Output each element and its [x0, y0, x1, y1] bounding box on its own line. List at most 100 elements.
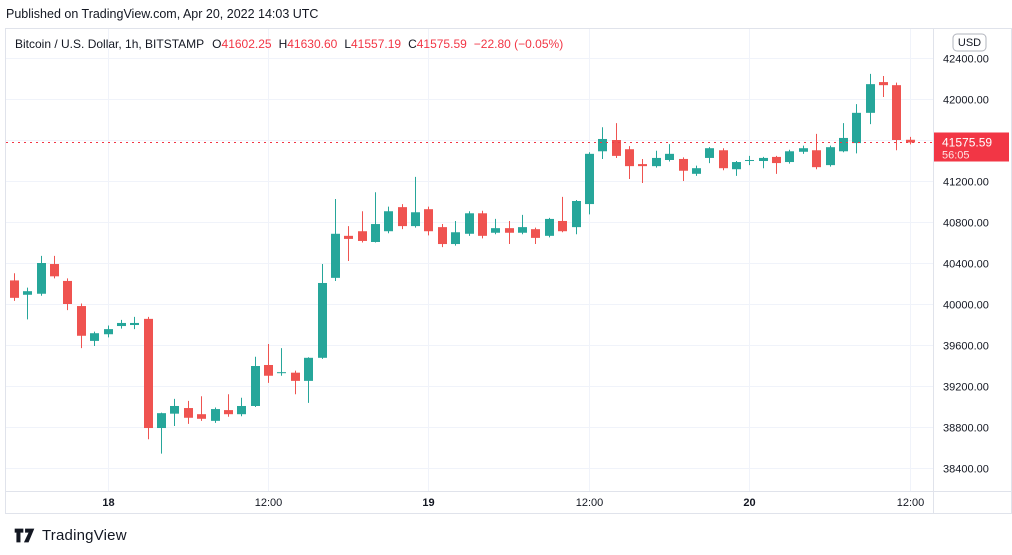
candle-body — [77, 306, 86, 336]
candle-body — [398, 207, 407, 227]
candle-body — [50, 264, 59, 277]
candle-body — [144, 318, 153, 429]
candle-body — [665, 153, 674, 160]
currency-button[interactable] — [952, 33, 987, 52]
candle-body — [545, 218, 554, 236]
candle-body — [170, 405, 179, 414]
price-tick-label: 38800.00 — [943, 423, 989, 435]
candle-body — [104, 329, 113, 335]
candle-body — [438, 227, 447, 245]
candle-body — [264, 364, 273, 376]
candle-body — [224, 410, 233, 415]
candle-body — [130, 322, 139, 326]
tradingview-logo-icon — [14, 528, 35, 543]
candle-body — [852, 112, 861, 144]
legend-change: −22.80 (−0.05%) — [473, 37, 564, 51]
time-tick-label: 12:00 — [576, 497, 604, 509]
candle-body — [184, 408, 193, 418]
time-tick-label: 18 — [102, 497, 114, 509]
candle-body — [371, 224, 380, 242]
time-tick-label: 12:00 — [897, 497, 925, 509]
candle-body — [90, 333, 99, 341]
candle-body — [23, 291, 32, 295]
candle-body — [812, 150, 821, 168]
price-tick-label: 40800.00 — [943, 218, 989, 230]
price-tick-label: 40000.00 — [943, 300, 989, 312]
tradingview-brand-text: TradingView — [42, 527, 127, 544]
price-tick-label: 42400.00 — [943, 54, 989, 66]
bar-countdown: 56:05 — [942, 150, 970, 162]
candle-body — [37, 263, 46, 294]
candle-body — [117, 322, 126, 327]
legend-high: H41630.60 — [278, 37, 338, 51]
time-tick-label: 20 — [743, 497, 755, 509]
candle-body — [304, 357, 313, 381]
candle-body — [732, 162, 741, 170]
tradingview-footer-link[interactable]: TradingView — [14, 527, 127, 544]
price-tick-label: 38400.00 — [943, 464, 989, 476]
candle-body — [518, 227, 527, 233]
time-tick-label: 12:00 — [255, 497, 283, 509]
candle-body — [705, 148, 714, 158]
legend-symbol[interactable]: Bitcoin / U.S. Dollar, 1h, BITSTAMP — [15, 37, 205, 51]
price-tick-label: 40400.00 — [943, 259, 989, 271]
candle-body — [625, 149, 634, 167]
chart-canvas[interactable]: 42400.0042000.0041600.0041200.0040800.00… — [6, 29, 1011, 513]
candle-body — [679, 158, 688, 171]
candle-body — [424, 209, 433, 232]
candle-body — [866, 84, 875, 113]
candle-body — [826, 147, 835, 166]
candle-body — [906, 139, 915, 143]
candle-body — [63, 280, 72, 304]
candle-body — [598, 138, 607, 152]
candle-body — [331, 233, 340, 278]
candle-body — [772, 156, 781, 164]
last-price-badge — [934, 132, 1009, 162]
candle-body — [318, 282, 327, 358]
candle-body — [692, 168, 701, 174]
price-tick-label: 39200.00 — [943, 382, 989, 394]
candle-body — [277, 372, 286, 374]
candle-body — [879, 82, 888, 86]
candle-body — [585, 153, 594, 205]
candle-body — [451, 232, 460, 245]
candle-body — [211, 409, 220, 421]
price-tick-label: 39600.00 — [943, 341, 989, 353]
published-line: Published on TradingView.com, Apr 20, 20… — [6, 7, 319, 21]
candle-body — [491, 228, 500, 233]
candle-body — [745, 159, 754, 162]
currency-button-label: USD — [958, 37, 981, 49]
candle-body — [572, 200, 581, 228]
candle-body — [251, 366, 260, 406]
candle-body — [157, 413, 166, 429]
candle-body — [652, 157, 661, 167]
price-tick-label: 41200.00 — [943, 177, 989, 189]
candle-body — [411, 212, 420, 227]
candle-body — [465, 213, 474, 234]
candle-body — [531, 229, 540, 238]
candle-body — [358, 231, 367, 241]
candle-body — [384, 211, 393, 232]
candle-body — [10, 280, 19, 298]
candle-body — [638, 164, 647, 167]
candle-body — [892, 85, 901, 140]
chart-widget: 42400.0042000.0041600.0041200.0040800.00… — [5, 28, 1012, 514]
legend-low: L41557.19 — [344, 37, 402, 51]
candle-body — [785, 151, 794, 163]
legend-close: C41575.59 — [408, 37, 467, 51]
candle-body — [237, 405, 246, 415]
candle-body — [839, 137, 848, 152]
candle-body — [558, 220, 567, 232]
candle-body — [291, 372, 300, 381]
last-price-badge-value: 41575.59 — [942, 136, 992, 150]
candle-body — [505, 228, 514, 233]
price-tick-label: 42000.00 — [943, 95, 989, 107]
candle-body — [344, 235, 353, 239]
candle-body — [719, 150, 728, 169]
candle-body — [759, 157, 768, 162]
legend-open: O41602.25 — [212, 37, 272, 51]
candle-body — [197, 414, 206, 419]
chart-legend: Bitcoin / U.S. Dollar, 1h, BITSTAMP O416… — [15, 37, 563, 51]
time-tick-label: 19 — [422, 497, 434, 509]
